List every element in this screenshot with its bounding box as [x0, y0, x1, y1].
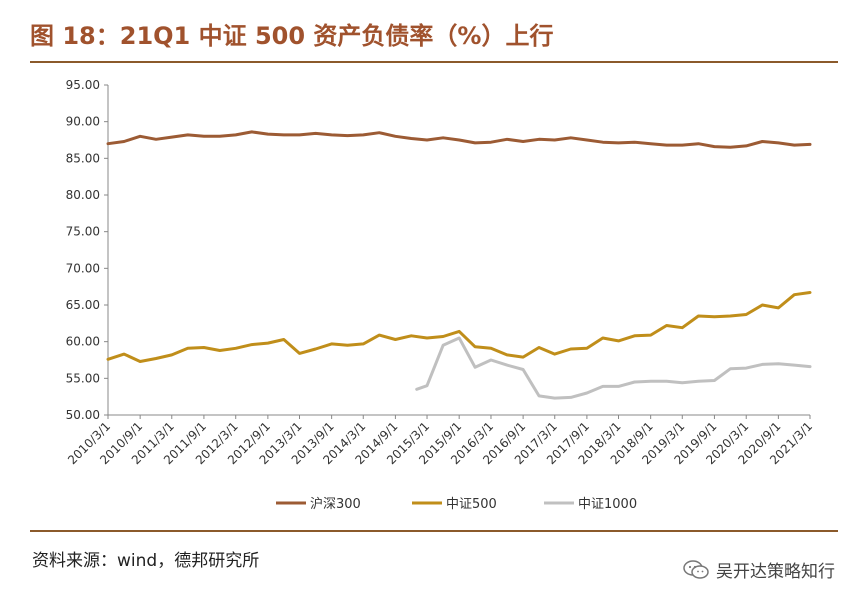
series-line-2 — [415, 336, 812, 400]
bottom-divider — [30, 530, 838, 532]
wechat-icon — [683, 559, 709, 579]
x-axis: 2010/3/12010/9/12011/3/12011/9/12012/3/1… — [65, 414, 815, 467]
y-tick-label: 65.00 — [66, 298, 100, 312]
series-line-1 — [106, 291, 812, 363]
legend: 沪深300 中证500 中证1000 — [276, 496, 637, 512]
y-tick-label: 75.00 — [66, 225, 100, 239]
watermark: 吴开达策略知行 — [682, 557, 835, 582]
series-line-0 — [106, 130, 812, 149]
y-tick-label: 90.00 — [66, 115, 100, 129]
y-tick-label: 85.00 — [66, 151, 100, 165]
y-tick-label: 55.00 — [66, 371, 100, 385]
series-layer — [106, 130, 812, 400]
legend-label: 中证500 — [446, 497, 497, 512]
top-divider — [30, 61, 838, 63]
y-axis: 95.00 90.00 85.00 80.00 75.00 70.00 65.00 60.00… — [66, 78, 109, 422]
y-tick-label: 80.00 — [66, 188, 100, 202]
chart-title: 图 18：21Q1 中证 500 资产负债率（%）上行 — [30, 22, 554, 50]
y-tick-label: 95.00 — [66, 78, 100, 92]
legend-label: 沪深300 — [310, 496, 361, 512]
legend-label: 中证1000 — [578, 497, 637, 512]
y-tick-label: 70.00 — [66, 261, 100, 275]
line-chart: 95.00 90.00 85.00 80.00 75.00 70.00 65.00 60.00… — [65, 78, 815, 512]
y-tick-label: 50.00 — [66, 408, 100, 422]
y-tick-label: 60.00 — [66, 335, 100, 349]
source-note: 资料来源：wind，德邦研究所 — [32, 551, 260, 571]
watermark-text: 吴开达策略知行 — [716, 562, 835, 582]
